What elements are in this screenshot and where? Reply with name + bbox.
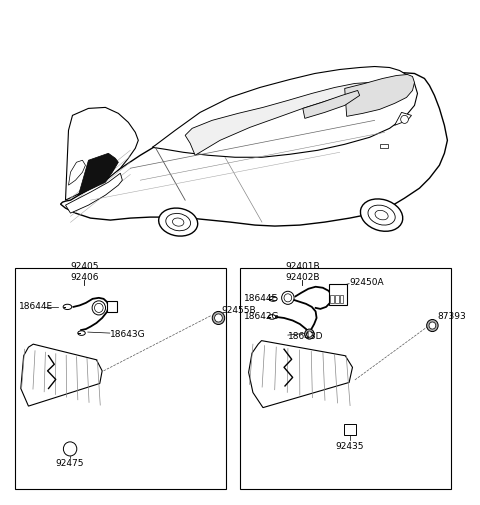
Bar	[328, 284, 347, 306]
Ellipse shape	[375, 211, 388, 220]
Bar	[335, 295, 338, 303]
Bar	[340, 295, 343, 303]
Polygon shape	[69, 160, 85, 185]
Bar	[330, 295, 334, 303]
Text: 18643D: 18643D	[288, 332, 324, 341]
Circle shape	[401, 115, 408, 123]
Text: 92401B: 92401B	[285, 263, 320, 272]
Text: 18643G: 18643G	[110, 330, 145, 338]
Text: 18644E: 18644E	[244, 294, 278, 304]
Circle shape	[92, 301, 106, 315]
Bar	[380, 144, 388, 148]
Polygon shape	[395, 113, 411, 125]
Circle shape	[429, 322, 436, 329]
Ellipse shape	[159, 208, 198, 236]
Polygon shape	[185, 82, 374, 155]
Circle shape	[282, 291, 294, 305]
Bar	[107, 301, 117, 312]
Ellipse shape	[368, 205, 395, 225]
Polygon shape	[65, 173, 122, 213]
Circle shape	[212, 312, 225, 325]
Circle shape	[305, 329, 314, 339]
Text: 18644E: 18644E	[19, 302, 53, 312]
Ellipse shape	[360, 199, 403, 231]
Polygon shape	[249, 341, 352, 408]
Polygon shape	[303, 90, 360, 118]
Ellipse shape	[172, 218, 184, 226]
Polygon shape	[60, 73, 447, 226]
Circle shape	[215, 314, 222, 322]
Text: 92435: 92435	[336, 442, 364, 451]
Bar	[240, 268, 451, 489]
Text: 92405: 92405	[70, 263, 99, 272]
Ellipse shape	[78, 331, 85, 335]
Polygon shape	[65, 108, 138, 200]
Circle shape	[427, 320, 438, 332]
Ellipse shape	[268, 315, 276, 319]
Polygon shape	[152, 67, 418, 157]
Polygon shape	[21, 344, 102, 406]
Bar	[344, 424, 356, 435]
Polygon shape	[78, 154, 119, 195]
Text: 87393: 87393	[437, 313, 466, 322]
Ellipse shape	[269, 296, 277, 301]
Text: 92455B: 92455B	[222, 306, 256, 315]
Circle shape	[63, 442, 77, 456]
Ellipse shape	[166, 214, 191, 231]
Text: 92406: 92406	[70, 273, 99, 282]
Polygon shape	[345, 75, 415, 116]
Text: 92402B: 92402B	[285, 273, 320, 282]
Circle shape	[95, 304, 103, 313]
Bar	[15, 268, 226, 489]
Ellipse shape	[63, 304, 72, 310]
Circle shape	[307, 331, 312, 337]
Text: 92450A: 92450A	[349, 278, 384, 287]
Circle shape	[284, 294, 292, 302]
Text: 18642G: 18642G	[244, 313, 279, 322]
Text: 92475: 92475	[56, 459, 84, 468]
